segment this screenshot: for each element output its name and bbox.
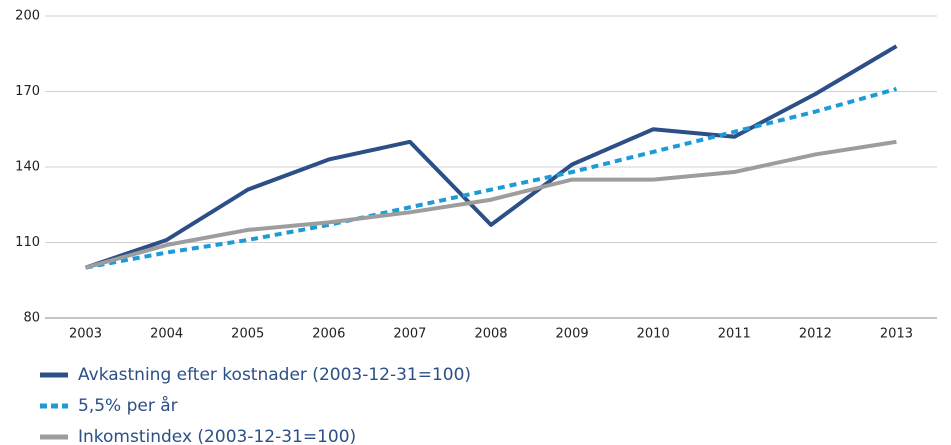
legend-label: 5,5% per år: [78, 395, 178, 416]
x-tick-label: 2006: [312, 327, 345, 342]
series-line: [85, 87, 897, 270]
x-tick-label: 2013: [880, 327, 913, 342]
y-tick-label: 140: [15, 160, 40, 175]
series-line: [85, 139, 897, 270]
y-tick-label: 170: [15, 84, 40, 99]
legend-label: Avkastning efter kostnader (2003-12-31=1…: [78, 365, 471, 385]
x-tick-label: 2011: [718, 327, 751, 342]
x-tick-label: 2012: [799, 327, 832, 342]
x-tick-label: 2007: [393, 327, 426, 342]
x-tick-label: 2009: [556, 327, 589, 342]
y-tick-label: 200: [15, 9, 40, 24]
x-tick-label: 2003: [69, 327, 102, 342]
series-line: [84, 44, 898, 270]
y-tick-label: 80: [23, 311, 40, 326]
x-tick-label: 2004: [150, 327, 183, 342]
x-tick-label: 2008: [474, 327, 507, 342]
legend-label: Inkomstindex (2003-12-31=100): [78, 427, 356, 445]
y-tick-label: 110: [15, 235, 40, 250]
x-tick-label: 2005: [231, 327, 264, 342]
x-tick-label: 2010: [637, 327, 670, 342]
